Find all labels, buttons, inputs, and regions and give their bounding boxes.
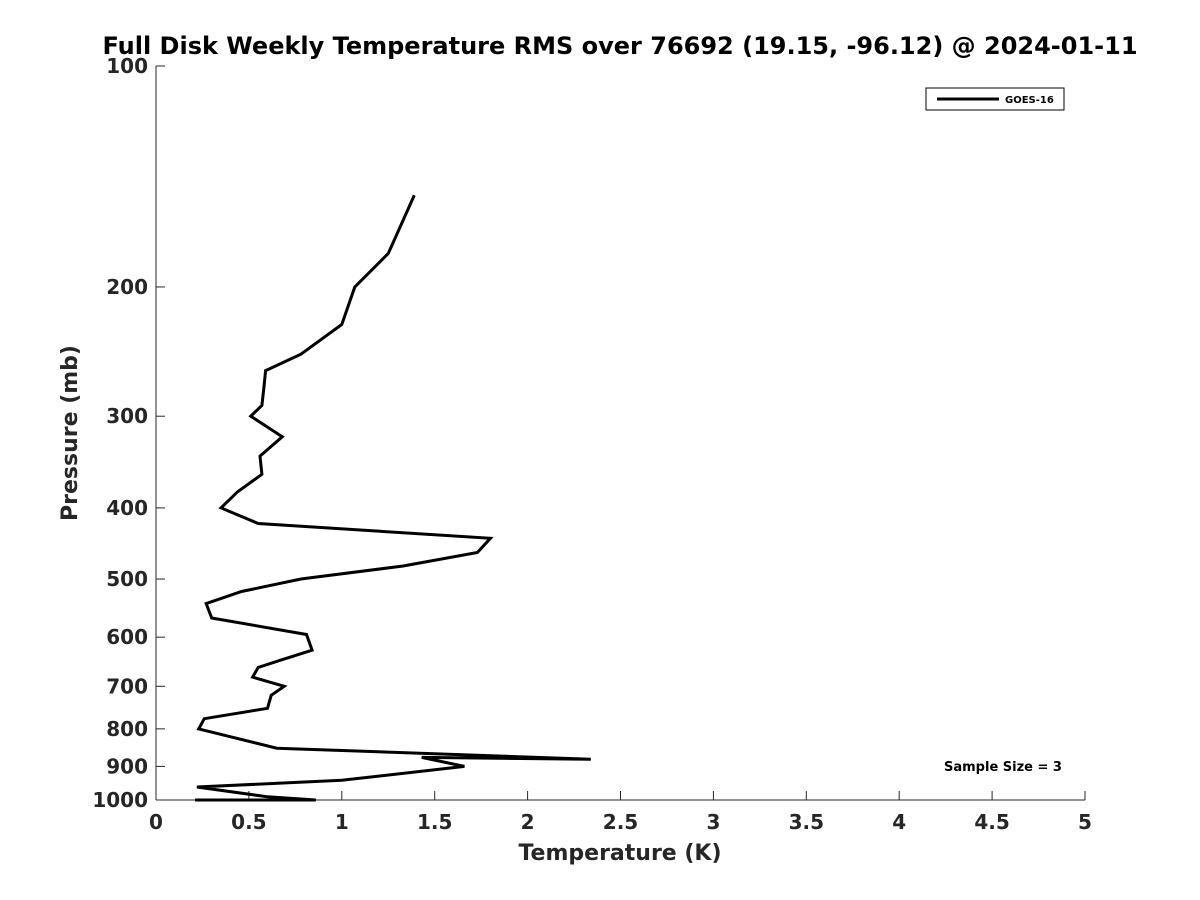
y-tick-label: 500 xyxy=(106,567,148,591)
y-tick-label: 900 xyxy=(106,754,148,778)
y-tick-label: 700 xyxy=(106,674,148,698)
x-tick-label: 4.5 xyxy=(974,810,1009,834)
y-axis-label: Pressure (mb) xyxy=(58,345,83,521)
y-tick-label: 200 xyxy=(106,275,148,299)
axes: 0 0.5 1 1.5 2 2.5 3 3.5 4 4.5 5 100 200 300 400 500 600 7… xyxy=(92,54,1092,834)
x-tick-label: 1 xyxy=(335,810,349,834)
legend-label-goes-16: GOES-16 xyxy=(1005,95,1054,106)
x-tick-label: 2 xyxy=(521,810,535,834)
x-tick-label: 3.5 xyxy=(789,810,824,834)
series-layer xyxy=(195,194,591,802)
x-axis-label: Temperature (K) xyxy=(518,841,721,866)
chart-title: Full Disk Weekly Temperature RMS over 76… xyxy=(102,32,1137,60)
y-tick-label: 100 xyxy=(106,54,148,78)
legend: GOES-16 xyxy=(925,87,1065,111)
sample-size-annotation: Sample Size = 3 xyxy=(944,760,1062,775)
y-tick-label: 300 xyxy=(106,404,148,428)
x-tick-label: 3 xyxy=(706,810,720,834)
x-tick-label: 5 xyxy=(1078,810,1092,834)
x-tick-label: 0 xyxy=(149,810,163,834)
x-tick-label: 0.5 xyxy=(231,810,266,834)
y-tick-label: 1000 xyxy=(92,788,148,812)
y-tick-label: 600 xyxy=(106,625,148,649)
y-tick-label: 400 xyxy=(106,496,148,520)
x-tick-label: 4 xyxy=(892,810,906,834)
series-line-goes-16 xyxy=(195,194,591,802)
x-tick-label: 1.5 xyxy=(417,810,452,834)
x-tick-label: 2.5 xyxy=(603,810,638,834)
y-tick-label: 800 xyxy=(106,717,148,741)
